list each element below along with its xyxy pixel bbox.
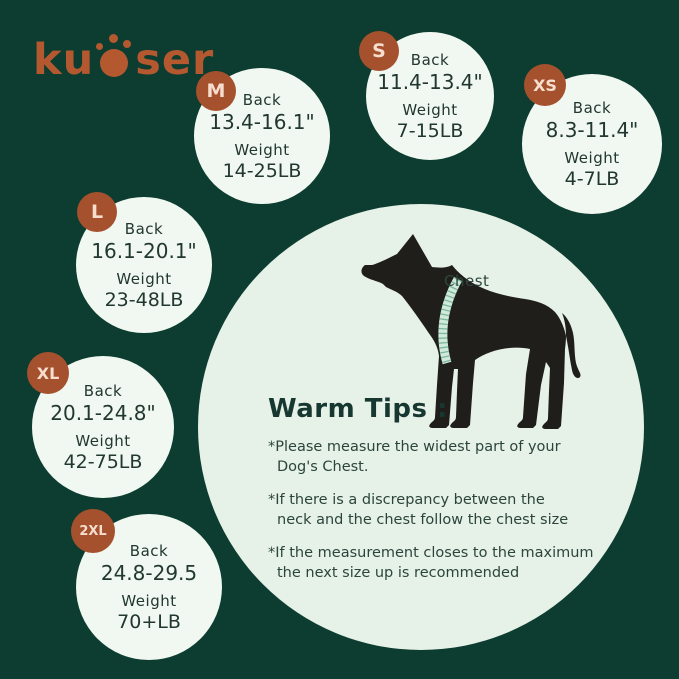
weight-range: 14-25LB: [222, 159, 302, 182]
size-badge-xs: XS: [524, 64, 566, 106]
measuring-tape: [438, 276, 462, 365]
back-range: 8.3-11.4": [545, 117, 639, 142]
tip-discrepancy: *If there is a discrepancy between the n…: [268, 492, 569, 528]
logo-text-suffix: ser: [135, 35, 215, 85]
back-label: Back: [129, 541, 169, 560]
tip-size-up: *If the measurement closes to the maximu…: [268, 545, 594, 581]
weight-label: Weight: [564, 148, 620, 167]
dog-silhouette: [361, 234, 581, 429]
size-badge-l: L: [77, 192, 117, 232]
back-range: 24.8-29.5: [100, 560, 198, 585]
weight-range: 70+LB: [117, 610, 181, 633]
warm-tips-title: Warm Tips :: [268, 394, 448, 424]
back-range: 11.4-13.4": [377, 69, 483, 94]
paw-toe: [123, 40, 132, 48]
back-range: 16.1-20.1": [91, 238, 197, 263]
paw-toe: [96, 43, 104, 50]
size-badge-m: M: [196, 71, 236, 111]
back-range: 13.4-16.1": [209, 109, 315, 134]
size-badge-2xl: 2XL: [71, 509, 115, 553]
weight-label: Weight: [116, 269, 172, 288]
size-badge-s: S: [359, 31, 399, 71]
back-label: Back: [572, 98, 612, 117]
weight-label: Weight: [234, 140, 290, 159]
paw-toe: [109, 34, 119, 43]
logo-text-prefix: ku: [33, 35, 95, 85]
size-badge-xl: XL: [27, 352, 69, 394]
weight-range: 7-15LB: [396, 119, 464, 142]
back-range: 20.1-24.8": [50, 400, 156, 425]
paw-icon: [96, 30, 133, 80]
central-diagram-circle: Chest Warm Tips : *Please measure the wi…: [198, 204, 644, 650]
back-label: Back: [124, 219, 164, 238]
weight-range: 4-7LB: [564, 167, 620, 190]
weight-label: Weight: [75, 431, 131, 450]
weight-label: Weight: [402, 100, 458, 119]
weight-range: 42-75LB: [63, 450, 143, 473]
back-label: Back: [410, 50, 450, 69]
back-label: Back: [83, 381, 123, 400]
brand-logo: ku ser: [33, 24, 215, 85]
back-label: Back: [242, 90, 282, 109]
paw-pad: [100, 49, 129, 77]
weight-label: Weight: [121, 591, 177, 610]
chest-label: Chest: [444, 272, 490, 290]
weight-range: 23-48LB: [104, 288, 184, 311]
warm-tips-section: Warm Tips : *Please measure the widest p…: [268, 394, 613, 597]
tip-measure-chest: *Please measure the widest part of your …: [268, 439, 561, 475]
